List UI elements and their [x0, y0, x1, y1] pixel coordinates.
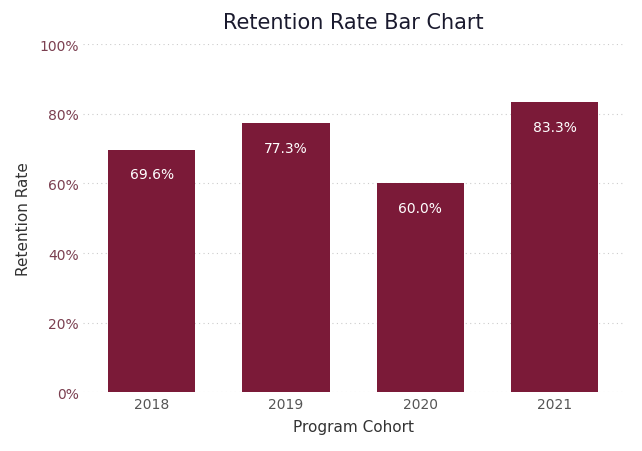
Title: Retention Rate Bar Chart: Retention Rate Bar Chart: [223, 13, 483, 32]
Text: 83.3%: 83.3%: [533, 120, 577, 134]
Text: 69.6%: 69.6%: [130, 168, 174, 182]
Y-axis label: Retention Rate: Retention Rate: [16, 162, 31, 276]
X-axis label: Program Cohort: Program Cohort: [293, 419, 413, 434]
Bar: [377, 184, 464, 392]
Bar: [242, 124, 329, 392]
Text: 77.3%: 77.3%: [264, 141, 308, 155]
Bar: [108, 151, 195, 392]
Text: 60.0%: 60.0%: [398, 201, 442, 215]
Bar: [511, 103, 598, 392]
